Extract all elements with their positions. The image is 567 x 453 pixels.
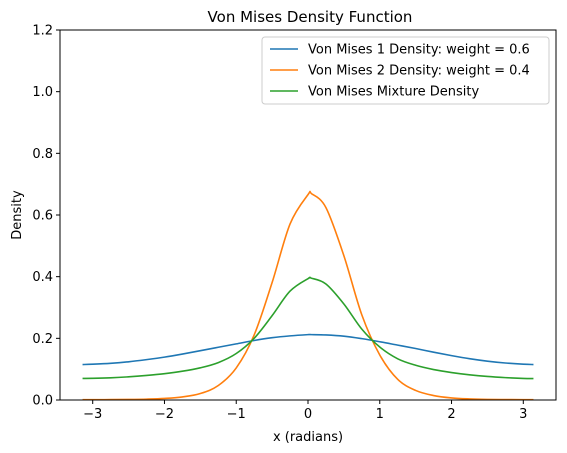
y-tick-label: 0.6 [32,209,53,224]
legend-label-3: Von Mises Mixture Density [308,85,479,100]
x-tick-label: 0 [304,407,312,422]
legend: Von Mises 1 Density: weight = 0.6 Von Mis… [261,36,550,105]
y-tick-label: 1.0 [32,85,53,100]
y-tick-label: 0.4 [32,270,53,285]
y-tick-label: 1.2 [32,24,53,39]
x-tick-label: −3 [83,407,102,422]
series-line-2 [82,190,534,400]
y-axis-label: Density [10,190,25,240]
series-line-1 [82,333,534,366]
legend-box [261,36,550,105]
series-line-3 [82,276,534,380]
x-tick-label: −1 [227,407,246,422]
x-tick-label: −2 [155,407,174,422]
y-tick-label: 0.2 [32,332,53,347]
legend-label-1: Von Mises 1 Density: weight = 0.6 [308,43,530,58]
y-axis: 0.0 0.2 0.4 0.6 0.8 1.0 1.2 [32,24,60,409]
chart-title: Von Mises Density Function [208,8,413,26]
x-axis: −3 −2 −1 0 1 2 3 [83,400,527,422]
series-layer [82,190,534,400]
x-tick-label: 2 [447,407,455,422]
legend-label-2: Von Mises 2 Density: weight = 0.4 [308,64,530,79]
y-tick-label: 0.0 [32,394,53,409]
x-tick-label: 3 [519,407,527,422]
y-tick-label: 0.8 [32,147,53,162]
x-axis-label: x (radians) [273,430,343,445]
x-tick-label: 1 [376,407,384,422]
